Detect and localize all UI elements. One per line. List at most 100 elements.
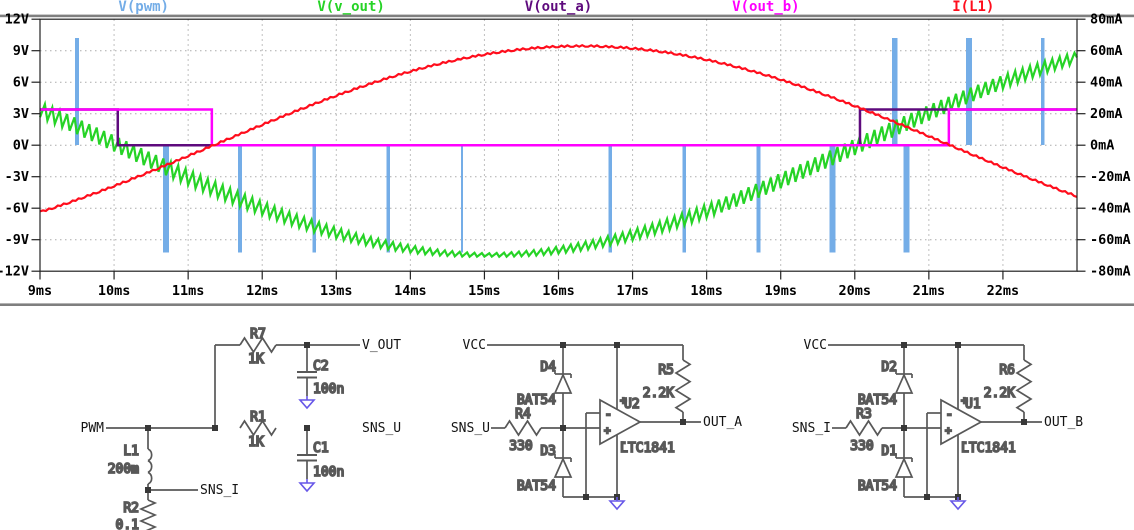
opamp-plus-input: + (604, 424, 611, 437)
y-right-tick-label: 60mA (1090, 43, 1123, 59)
opamp-vplus-pin: + (620, 394, 627, 407)
component-value: 2.2K (984, 386, 1015, 401)
resistor-R5[interactable]: R5 2.2K (642, 359, 692, 413)
trace-v-pwm (75, 38, 1045, 253)
x-tick-label: 12ms (246, 283, 279, 299)
schematic-pane: R71KR11KC2100nC1100nL1200mR20.1D4BAT54D3… (81, 326, 1083, 530)
ground-symbol[interactable] (608, 497, 626, 511)
x-tick-label: 17ms (616, 283, 649, 299)
net-label-v-out[interactable]: V_OUT (362, 338, 401, 353)
component-value: 200m (108, 462, 139, 477)
resistor-R3[interactable]: R3 330 (845, 406, 883, 455)
y-right-tick-label: 20mA (1090, 106, 1123, 122)
y-left-tick-label: -9V (5, 232, 29, 248)
net-label-sns-i-in[interactable]: SNS_I (792, 421, 831, 436)
opamp-vminus-pin: - (620, 436, 627, 449)
component-ref: R4 (515, 407, 531, 422)
capacitor-C1[interactable]: C1 100n (297, 440, 345, 481)
resistor-R6[interactable]: R6 2.2K (983, 359, 1033, 413)
component-ref: R2 (123, 501, 139, 516)
resistor-R7[interactable]: R7 1K (239, 326, 277, 368)
trace-i-l1 (39, 43, 1078, 213)
y-left-tick-label: -3V (5, 169, 29, 185)
y-left-tick-label: 12V (5, 12, 29, 28)
net-label-pwm[interactable]: PWM (81, 421, 105, 436)
x-tick-label: 21ms (913, 283, 946, 299)
net-label-out-b[interactable]: OUT_B (1044, 415, 1083, 430)
component-ref: D3 (540, 444, 556, 459)
component-value: 100n (313, 382, 344, 397)
net-label-vcc-b[interactable]: VCC (804, 338, 827, 353)
net-label-sns-u-out[interactable]: SNS_U (362, 421, 401, 436)
legend-item-i-l1-[interactable]: I(L1) (952, 0, 994, 15)
waveform-pane: V(pwm) V(v_out) V(out_a) V(out_b) I(L1) 12V 9V… (0, 0, 1134, 306)
component-ref: R5 (658, 363, 674, 378)
time-axis[interactable]: 9ms 10ms 11ms 12ms 13ms 14ms 15ms 16ms 17ms 18ms 1… (28, 283, 1019, 299)
component-ref: D2 (881, 360, 897, 375)
y-right-tick-label: 40mA (1090, 75, 1123, 91)
inductor-L1[interactable]: L1 200m (107, 443, 153, 485)
legend-item-v-out-b-[interactable]: V(out_b) (732, 0, 799, 15)
component-ref: R6 (999, 363, 1015, 378)
diode-D2[interactable]: D2 BAT54 (857, 359, 914, 409)
component-ref: L1 (123, 444, 139, 459)
legend-item-v-v-out-[interactable]: V(v_out) (317, 0, 384, 15)
y-right-tick-label: -60mA (1090, 232, 1131, 248)
opamp-plus-input: + (945, 424, 952, 437)
component-value: BAT54 (517, 479, 556, 494)
opamp-minus-input: - (946, 408, 953, 421)
resistor-R2[interactable]: R20.1 (115, 499, 158, 530)
right-axis[interactable]: 80mA 60mA 40mA 20mA 0mA -20mA -40mA -60mA -80mA (1090, 12, 1131, 280)
component-ref: C1 (313, 441, 329, 456)
x-tick-label: 20ms (839, 283, 872, 299)
y-left-tick-label: 9V (13, 43, 29, 59)
diode-D4[interactable]: D4 BAT54 (516, 359, 573, 409)
legend-item-v-pwm-[interactable]: V(pwm) (118, 0, 169, 15)
y-right-tick-label: -80mA (1090, 264, 1131, 280)
ground-symbol[interactable] (949, 497, 967, 511)
component-value: BAT54 (517, 393, 556, 408)
resistor-R1[interactable]: R1 1K (239, 409, 277, 451)
opamp-vminus-pin: - (961, 436, 968, 449)
y-left-tick-label: 3V (13, 106, 29, 122)
component-ref: R7 (250, 327, 266, 342)
x-tick-label: 22ms (987, 283, 1020, 299)
axis-ticks (31, 18, 1086, 280)
x-tick-label: 11ms (172, 283, 205, 299)
net-label-vcc-a[interactable]: VCC (463, 338, 486, 353)
capacitor-C2[interactable]: C2 100n (297, 358, 345, 398)
y-left-tick-label: -12V (0, 264, 29, 280)
x-tick-label: 9ms (28, 283, 52, 299)
component-ref: D4 (540, 360, 556, 375)
component-value: BAT54 (858, 479, 897, 494)
ground-symbol[interactable] (298, 396, 316, 410)
left-axis[interactable]: 12V 9V 6V 3V 0V -3V -6V -9V -12V (0, 12, 29, 280)
y-right-tick-label: 80mA (1090, 12, 1123, 28)
component-value: 1K (248, 352, 264, 367)
net-label-sns-i-out[interactable]: SNS_I (200, 483, 239, 498)
component-value: 0.1 (116, 518, 139, 530)
x-tick-label: 13ms (320, 283, 353, 299)
y-left-tick-label: 0V (13, 138, 29, 154)
diode-D1[interactable]: D1 BAT54 (857, 443, 914, 495)
plot-top-border (0, 14, 1134, 18)
trace-v-v_out (38, 50, 1078, 259)
trace-v-out_b (40, 108, 1077, 147)
legend-item-v-out-a-[interactable]: V(out_a) (525, 0, 592, 15)
y-left-tick-label: -6V (5, 201, 29, 217)
component-value: LTC1841 (961, 441, 1016, 456)
component-value: LTC1841 (620, 441, 675, 456)
pane-separator (0, 303, 1134, 306)
ground-symbol[interactable] (298, 479, 316, 493)
diode-D3[interactable]: D3 BAT54 (516, 443, 573, 495)
x-tick-label: 10ms (98, 283, 131, 299)
resistor-R4[interactable]: R4 330 (504, 406, 542, 455)
component-value: 100n (313, 465, 344, 480)
y-right-tick-label: -20mA (1090, 169, 1131, 185)
net-label-sns-u-in[interactable]: SNS_U (451, 421, 490, 436)
net-label-out-a[interactable]: OUT_A (703, 415, 742, 430)
